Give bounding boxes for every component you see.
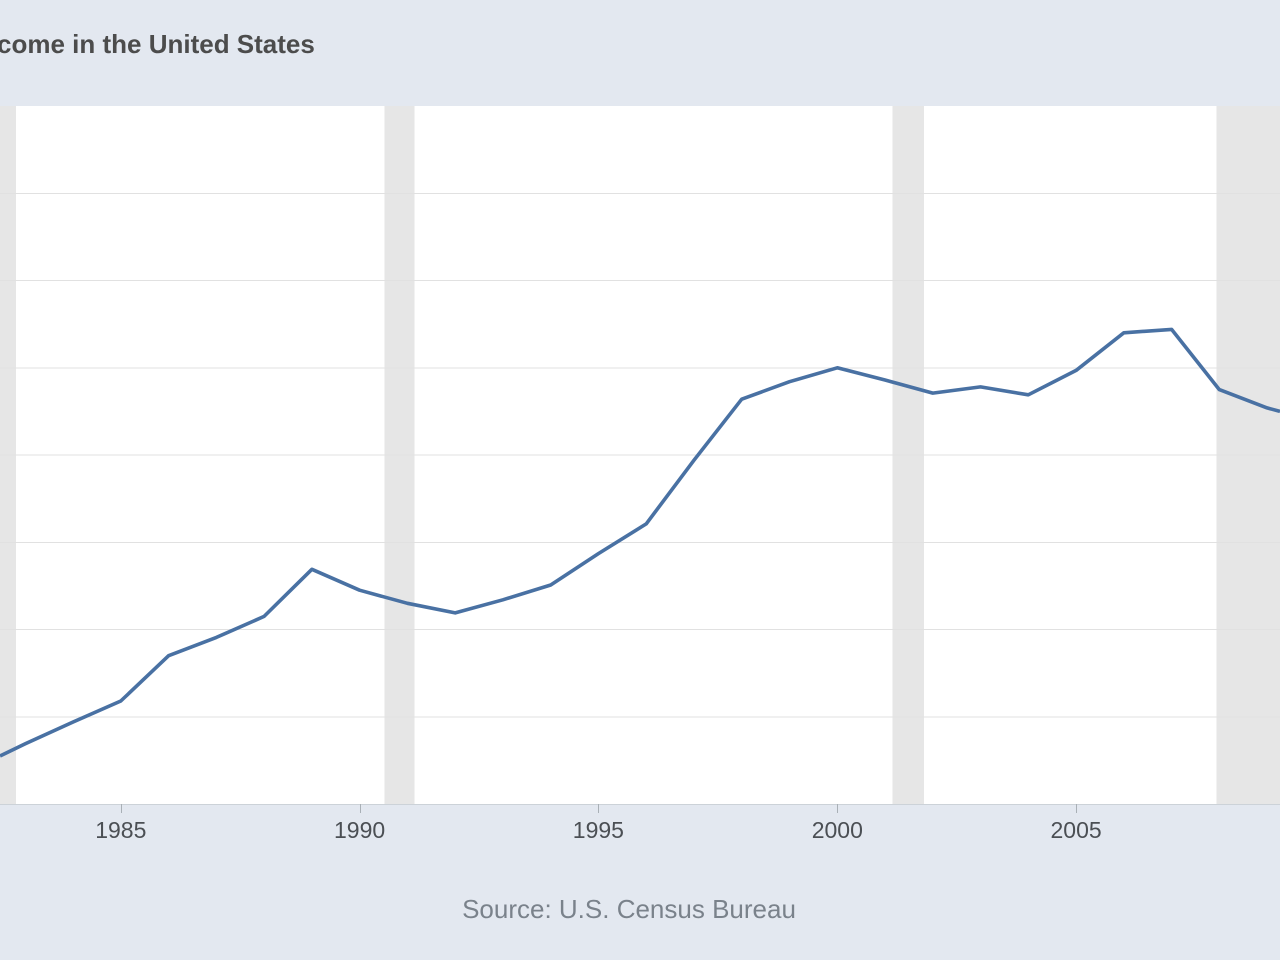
x-axis-tick-label: 1990: [334, 817, 386, 843]
x-axis-tick-label: 2000: [811, 817, 863, 843]
chart-title: come in the United States: [0, 29, 315, 59]
x-axis-tick-label: 1995: [572, 817, 624, 843]
plot-area: [0, 106, 1280, 805]
x-axis: 1985 1990 1995 2000 2005: [0, 804, 1280, 847]
x-axis-tick: [120, 804, 122, 813]
x-axis-tick-label: 1985: [95, 817, 147, 843]
x-axis-tick: [359, 804, 361, 813]
x-axis-tick: [1076, 804, 1078, 813]
x-axis-tick: [598, 804, 600, 813]
income-line: [0, 327, 1280, 758]
x-axis-tick-label: 2005: [1050, 817, 1102, 843]
income-chart-svg: [0, 106, 1280, 804]
source-caption: Source: U.S. Census Bureau: [462, 894, 796, 924]
x-axis-tick: [837, 804, 839, 813]
